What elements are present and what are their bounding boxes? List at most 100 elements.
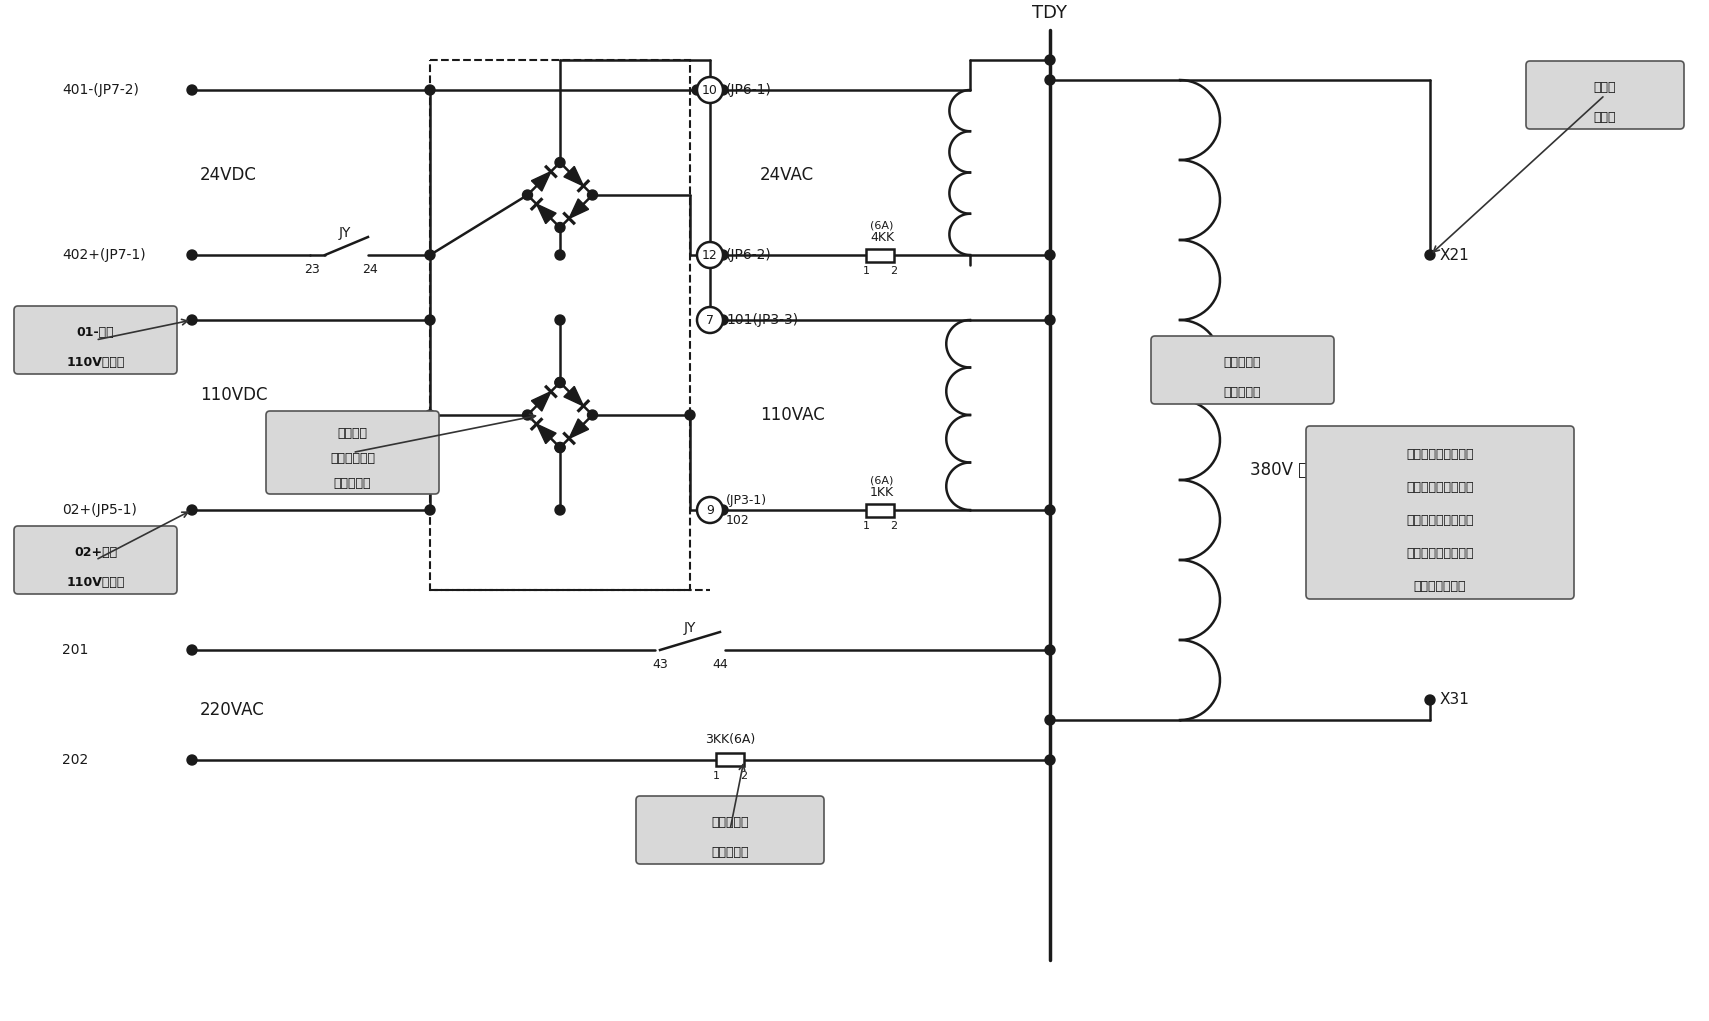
Text: 380V 电源: 380V 电源 [1249,461,1318,479]
Circle shape [1044,315,1054,325]
Text: 输入是交流，: 输入是交流， [330,452,374,466]
Circle shape [588,410,598,420]
Circle shape [697,242,723,268]
Text: 102: 102 [726,514,750,527]
Circle shape [426,505,436,515]
Circle shape [1425,250,1436,260]
Circle shape [692,85,702,95]
Circle shape [718,85,728,95]
FancyBboxPatch shape [1306,426,1574,599]
Text: 2: 2 [740,771,747,781]
Text: 侧输入绕组: 侧输入绕组 [1224,386,1261,399]
FancyBboxPatch shape [1526,61,1683,129]
Text: 输出是直流: 输出是直流 [333,477,371,490]
Circle shape [186,755,197,765]
Circle shape [1044,755,1054,765]
Circle shape [1044,715,1054,725]
Circle shape [555,378,566,388]
Bar [866,248,894,261]
Text: 401-(JP7-2): 401-(JP7-2) [62,83,138,97]
Circle shape [523,410,533,420]
Text: 202: 202 [62,753,89,767]
Text: 02+表示: 02+表示 [73,546,116,560]
Text: 2: 2 [890,266,897,276]
Text: 1: 1 [863,266,870,276]
Circle shape [685,410,696,420]
Text: 01-表示: 01-表示 [77,326,115,339]
Text: 110V的正极: 110V的正极 [67,576,125,589]
Text: 呼电源: 呼电源 [1594,111,1617,124]
Text: JY: JY [684,621,696,635]
FancyBboxPatch shape [636,796,824,864]
Text: 整流电路: 整流电路 [337,427,367,440]
Circle shape [186,645,197,655]
Circle shape [697,497,723,523]
Text: 侧输出绕组: 侧输出绕组 [711,846,749,859]
Text: 220VAC: 220VAC [200,701,265,719]
Text: 10: 10 [702,84,718,97]
FancyBboxPatch shape [14,526,178,594]
Circle shape [718,315,728,325]
Circle shape [718,250,728,260]
Text: 44: 44 [713,658,728,671]
Text: X31: X31 [1441,692,1470,708]
Text: 23: 23 [304,262,320,276]
Text: (JP6-1): (JP6-1) [726,83,772,97]
Circle shape [718,505,728,515]
Bar [866,503,894,517]
Circle shape [1044,55,1054,65]
Circle shape [426,315,436,325]
Text: 24VDC: 24VDC [200,166,256,184]
Text: (JP3-1): (JP3-1) [726,493,767,506]
Text: 图一般画法是上进下: 图一般画法是上进下 [1407,547,1473,561]
Circle shape [426,410,436,420]
Text: 1: 1 [713,771,719,781]
Text: 01-(JP5-2): 01-(JP5-2) [62,313,130,327]
Text: 1: 1 [863,521,870,531]
Text: 402+(JP7-1): 402+(JP7-1) [62,248,145,262]
Text: 24VAC: 24VAC [761,166,813,184]
Text: 7: 7 [706,313,714,327]
Circle shape [697,307,723,333]
Circle shape [1044,645,1054,655]
Text: X21: X21 [1441,247,1470,262]
Text: 接主电: 接主电 [1594,81,1617,94]
Text: 12: 12 [702,248,718,261]
Circle shape [1425,695,1436,704]
Text: 9: 9 [706,503,714,517]
Text: 110VDC: 110VDC [200,386,268,404]
Circle shape [555,378,566,388]
Text: 110V的负极: 110V的负极 [67,356,125,369]
Text: 出或左进右出。: 出或左进右出。 [1413,580,1466,593]
Circle shape [1044,75,1054,85]
Text: 201: 201 [62,643,89,657]
Circle shape [186,250,197,260]
Text: 变压器二次: 变压器二次 [711,816,749,829]
Circle shape [555,505,566,515]
Bar [431,60,690,590]
Bar [716,753,743,767]
Text: 110VAC: 110VAC [761,406,825,424]
Circle shape [1044,505,1054,515]
Circle shape [697,77,723,103]
Text: 图不一样。其他电路: 图不一样。其他电路 [1407,515,1473,527]
Text: 此电路是从右面输入: 此电路是从右面输入 [1407,448,1473,461]
Text: (6A): (6A) [870,220,894,230]
Circle shape [426,250,436,260]
Circle shape [555,223,566,233]
Polygon shape [564,166,583,186]
Text: 24: 24 [362,262,378,276]
Polygon shape [537,424,555,443]
Circle shape [555,315,566,325]
Polygon shape [531,172,550,191]
Text: JY: JY [338,226,350,240]
Text: 变压器一次: 变压器一次 [1224,356,1261,369]
Circle shape [588,190,598,200]
Circle shape [1044,250,1054,260]
Text: 43: 43 [653,658,668,671]
Circle shape [523,190,533,200]
Circle shape [555,442,566,452]
Circle shape [555,157,566,167]
FancyBboxPatch shape [267,411,439,494]
Text: 3KK(6A): 3KK(6A) [704,733,755,746]
